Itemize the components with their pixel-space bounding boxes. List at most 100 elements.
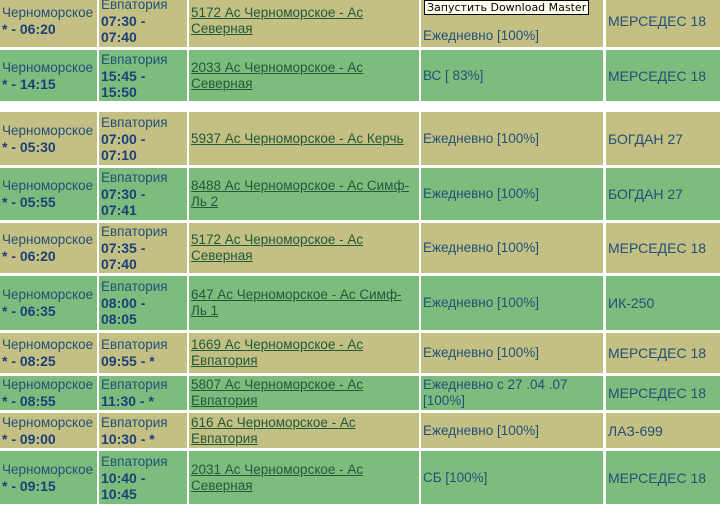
departure-station: Черноморское bbox=[2, 4, 94, 20]
table-row: Черноморское * - 09:00 Евпатория 10:30 - * 6… bbox=[0, 413, 720, 448]
bus-model: МЕРСЕДЕС 18 bbox=[608, 12, 707, 29]
bus-cell: ИК-250 bbox=[606, 276, 720, 330]
arrival-time: 07:30 - bbox=[101, 186, 146, 202]
route-link[interactable]: 5172 Ас Черноморское - Ас Северная bbox=[191, 4, 364, 36]
route-link[interactable]: 2033 Ас Черноморское - Ас Северная bbox=[191, 59, 364, 91]
schedule-text: Ежедневно с 27 .04 .07 [100%] bbox=[423, 377, 568, 408]
arrival-station: Евпатория bbox=[101, 453, 168, 469]
schedule-text: Ежедневно [100%] bbox=[423, 240, 540, 255]
schedule-text: Ежедневно [100%] bbox=[423, 186, 540, 201]
arrival-time-end: 07:40 bbox=[101, 256, 137, 272]
schedule-text: СБ [100%] bbox=[423, 469, 488, 485]
schedule-cell: Ежедневно [100%] bbox=[421, 276, 603, 330]
departure-time: * - 06:35 bbox=[2, 303, 56, 319]
arrival-time: 10:30 - * bbox=[101, 430, 155, 447]
arrival-time: 15:45 - bbox=[101, 67, 146, 84]
route-cell: 5937 Ас Черноморское - Ас Керчь bbox=[189, 112, 419, 165]
arrival-cell: Евпатория 07:30 -07:40 bbox=[99, 0, 187, 47]
arrival-cell: Евпатория 10:30 - * bbox=[99, 413, 187, 448]
route-link[interactable]: 616 Ас Черноморское - Ас Евпатория bbox=[191, 414, 356, 446]
departure-station: Черноморское bbox=[2, 377, 94, 392]
route-cell: 647 Ас Черноморское - Ас Симф-Ль 1 bbox=[189, 276, 419, 330]
bus-model: ИК-250 bbox=[608, 295, 655, 311]
arrival-station: Евпатория bbox=[101, 279, 168, 294]
arrival-cell: Евпатория 11:30 - * bbox=[99, 376, 187, 410]
departure-time: * - 09:00 bbox=[2, 430, 56, 447]
bus-cell: МЕРСЕДЕС 18 bbox=[606, 376, 720, 410]
bus-cell: БОГДАН 27 bbox=[606, 112, 720, 165]
arrival-station: Евпатория bbox=[101, 170, 168, 185]
departure-time: * - 09:15 bbox=[2, 477, 56, 494]
table-row: Черноморское * - 05:30 Евпатория 07:00 -07:… bbox=[0, 112, 720, 165]
departure-station: Черноморское bbox=[2, 232, 94, 247]
table-row: Черноморское * - 06:20 Евпатория 07:35 -07:… bbox=[0, 223, 720, 273]
route-cell: 2033 Ас Черноморское - Ас Северная bbox=[189, 50, 419, 101]
arrival-time: 07:00 - bbox=[101, 130, 146, 147]
bus-cell: МЕРСЕДЕС 18 bbox=[606, 0, 720, 47]
bus-cell: БОГДАН 27 bbox=[606, 168, 720, 220]
schedule-cell: ВС [ 83%] bbox=[421, 50, 603, 101]
arrival-cell: Евпатория 07:30 -07:41 bbox=[99, 168, 187, 220]
departure-time: * - 08:55 bbox=[2, 393, 56, 409]
schedule-cell: СБ [100%] bbox=[421, 451, 603, 504]
tooltip: Запустить Download Master bbox=[424, 0, 590, 15]
departure-station: Черноморское bbox=[2, 287, 94, 302]
arrival-station: Евпатория bbox=[101, 377, 168, 392]
bus-cell: ЛАЗ-699 bbox=[606, 413, 720, 448]
arrival-time-end: 07:40 bbox=[101, 28, 137, 45]
arrival-time-end: 07:10 bbox=[101, 146, 137, 163]
bus-model: БОГДАН 27 bbox=[608, 186, 683, 202]
route-link[interactable]: 647 Ас Черноморское - Ас Симф-Ль 1 bbox=[191, 287, 402, 318]
schedule-text: Ежедневно [100%] bbox=[423, 28, 540, 43]
route-link[interactable]: 5937 Ас Черноморское - Ас Керчь bbox=[191, 130, 404, 146]
departure-station: Черноморское bbox=[2, 414, 94, 430]
departure-cell: Черноморское * - 06:35 bbox=[0, 276, 97, 330]
route-cell: 5807 Ас Черноморское - Ас Евпатория bbox=[189, 376, 419, 410]
arrival-cell: Евпатория 07:00 -07:10 bbox=[99, 112, 187, 165]
departure-station: Черноморское bbox=[2, 178, 94, 193]
departure-cell: Черноморское * - 09:00 bbox=[0, 413, 97, 448]
departure-cell: Черноморское * - 09:15 bbox=[0, 451, 97, 504]
schedule-cell: Ежедневно [100%] bbox=[421, 112, 603, 165]
table-row: Черноморское * - 14:15 Евпатория 15:45 -15:… bbox=[0, 50, 720, 101]
table-row: Черноморское * - 09:15 Евпатория 10:40 -10:… bbox=[0, 451, 720, 504]
departure-cell: Черноморское * - 05:30 bbox=[0, 112, 97, 165]
bus-cell: МЕРСЕДЕС 18 bbox=[606, 50, 720, 101]
departure-cell: Черноморское * - 05:55 bbox=[0, 168, 97, 220]
schedule-text: Ежедневно [100%] bbox=[423, 295, 540, 310]
departure-station: Черноморское bbox=[2, 122, 94, 138]
arrival-station: Евпатория bbox=[101, 114, 168, 130]
arrival-station: Евпатория bbox=[101, 224, 168, 239]
route-link[interactable]: 5807 Ас Черноморское - Ас Евпатория bbox=[191, 377, 364, 408]
table-row: Черноморское * - 06:35 Евпатория 08:00 -08:… bbox=[0, 276, 720, 330]
schedule-cell: Ежедневно [100%] bbox=[421, 223, 603, 273]
departure-cell: Черноморское * - 14:15 bbox=[0, 50, 97, 101]
arrival-time: 11:30 - * bbox=[101, 393, 154, 409]
route-link[interactable]: 8488 Ас Черноморское - Ас Симф-Ль 2 bbox=[191, 178, 410, 209]
bus-model: МЕРСЕДЕС 18 bbox=[608, 240, 707, 256]
arrival-cell: Евпатория 10:40 -10:45 bbox=[99, 451, 187, 504]
departure-time: * - 08:25 bbox=[2, 353, 56, 369]
route-cell: 5172 Ас Черноморское - Ас Северная bbox=[189, 0, 419, 47]
arrival-time-end: 10:45 bbox=[101, 485, 137, 502]
bus-model: МЕРСЕДЕС 18 bbox=[608, 345, 707, 361]
bus-cell: МЕРСЕДЕС 18 bbox=[606, 223, 720, 273]
table-row: Черноморское * - 05:55 Евпатория 07:30 -07:… bbox=[0, 168, 720, 220]
arrival-cell: Евпатория 15:45 -15:50 bbox=[99, 50, 187, 101]
schedule-cell: Ежедневно [100%] bbox=[421, 168, 603, 220]
arrival-station: Евпатория bbox=[101, 51, 168, 67]
arrival-time: 09:55 - * bbox=[101, 353, 155, 369]
route-link[interactable]: 1669 Ас Черноморское - Ас Евпатория bbox=[191, 337, 364, 368]
departure-time: * - 06:20 bbox=[2, 20, 56, 37]
departure-time: * - 05:55 bbox=[2, 194, 56, 210]
bus-model: МЕРСЕДЕС 18 bbox=[608, 67, 707, 84]
bus-cell: МЕРСЕДЕС 18 bbox=[606, 333, 720, 373]
route-cell: 1669 Ас Черноморское - Ас Евпатория bbox=[189, 333, 419, 373]
arrival-time: 07:30 - bbox=[101, 12, 146, 29]
bus-cell: МЕРСЕДЕС 18 bbox=[606, 451, 720, 504]
route-cell: 2031 Ас Черноморское - Ас Северная bbox=[189, 451, 419, 504]
departure-cell: Черноморское * - 08:25 bbox=[0, 333, 97, 373]
table-row: Черноморское * - 08:25 Евпатория 09:55 - * 1… bbox=[0, 333, 720, 373]
route-link[interactable]: 5172 Ас Черноморское - Ас Северная bbox=[191, 232, 364, 263]
route-link[interactable]: 2031 Ас Черноморское - Ас Северная bbox=[191, 461, 364, 493]
